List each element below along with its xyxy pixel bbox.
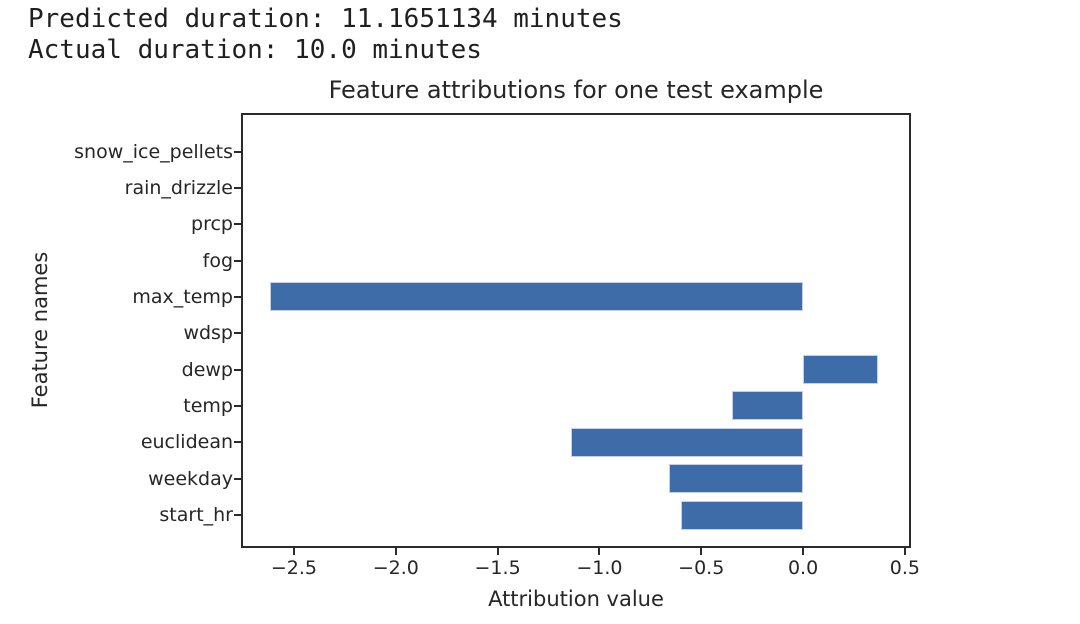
- chart-title: Feature attributions for one test exampl…: [328, 76, 824, 104]
- y-axis-label: Feature names: [28, 251, 52, 409]
- y-tick-label-temp: temp: [183, 394, 233, 417]
- bar-max_temp: [269, 282, 804, 312]
- y-tick-mark: [234, 259, 241, 262]
- bar-euclidean: [570, 427, 804, 457]
- predicted-duration-text: Predicted duration: 11.1651134 minutes: [28, 4, 623, 34]
- y-tick-mark: [234, 477, 241, 480]
- x-tick-mark: [598, 548, 601, 555]
- y-tick-label-dewp: dewp: [181, 358, 233, 381]
- y-tick-label-snow_ice_pellets: snow_ice_pellets: [74, 140, 233, 163]
- x-tick-mark: [394, 548, 397, 555]
- y-tick-mark: [234, 186, 241, 189]
- x-tick-label: 0.0: [787, 557, 819, 579]
- y-tick-label-weekday: weekday: [148, 467, 233, 490]
- y-tick-label-prcp: prcp: [191, 213, 233, 236]
- duration-text-block: Predicted duration: 11.1651134 minutes A…: [28, 4, 623, 66]
- y-tick-mark: [234, 441, 241, 444]
- y-tick-mark: [234, 404, 241, 407]
- x-tick-label: −1.0: [576, 557, 623, 579]
- y-tick-mark: [234, 150, 241, 153]
- bar-dewp: [803, 355, 879, 385]
- y-tick-label-wdsp: wdsp: [183, 322, 233, 345]
- x-tick-label: −2.5: [270, 557, 317, 579]
- x-tick-label: −1.5: [474, 557, 521, 579]
- y-tick-label-max_temp: max_temp: [132, 285, 233, 308]
- bar-temp: [731, 391, 804, 421]
- y-tick-mark: [234, 332, 241, 335]
- y-tick-mark: [234, 514, 241, 516]
- bar-start_hr: [680, 500, 804, 530]
- x-tick-label: −0.5: [678, 557, 725, 579]
- x-tick-mark: [802, 548, 805, 555]
- x-tick-mark: [292, 548, 295, 555]
- x-tick-label: 0.5: [889, 557, 920, 579]
- y-tick-mark: [234, 223, 241, 226]
- y-tick-label-euclidean: euclidean: [140, 431, 233, 454]
- x-tick-mark: [903, 548, 906, 555]
- y-tick-label-rain_drizzle: rain_drizzle: [124, 176, 233, 199]
- x-tick-mark: [496, 548, 499, 555]
- y-tick-label-fog: fog: [202, 249, 233, 272]
- x-axis-label: Attribution value: [488, 587, 664, 611]
- y-tick-mark: [234, 295, 241, 298]
- x-tick-mark: [700, 548, 703, 555]
- y-tick-mark: [234, 368, 241, 371]
- bar-weekday: [668, 464, 804, 494]
- plot-area: [241, 113, 911, 548]
- y-tick-label-start_hr: start_hr: [159, 504, 233, 526]
- x-tick-label: −2.0: [372, 557, 419, 579]
- actual-duration-text: Actual duration: 10.0 minutes: [28, 35, 482, 65]
